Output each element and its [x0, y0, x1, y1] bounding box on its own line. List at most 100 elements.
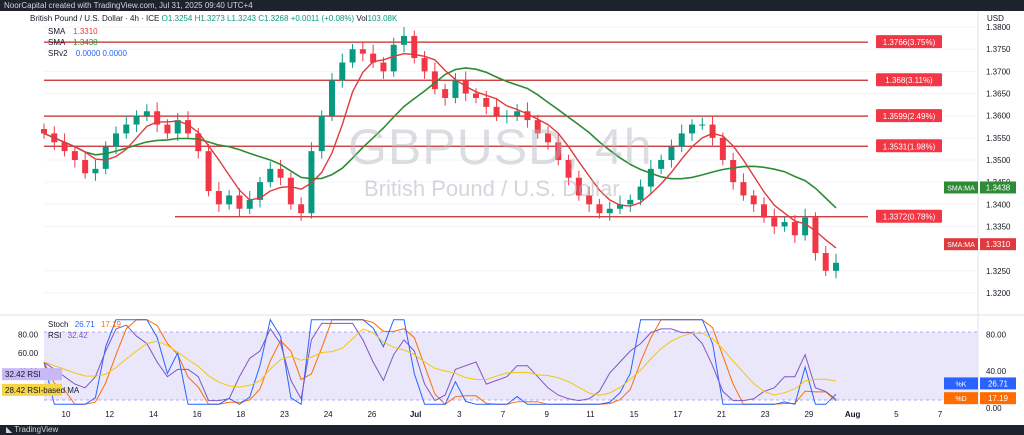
candle-body	[102, 146, 109, 169]
candle-body	[370, 53, 377, 63]
candle-body	[678, 133, 685, 147]
osc-legend-stoch[interactable]: Stoch 26.71 17.19	[48, 320, 121, 330]
candle-body	[113, 133, 119, 147]
level-tag-label: 1.3766(3.75%)	[883, 38, 936, 47]
sma-slow-line	[43, 67, 837, 209]
sma-fast-tag-label: SMA:MA	[947, 242, 975, 249]
watermark-description: British Pound / U.S. Dollar	[364, 176, 620, 201]
top-bar-text: NoorCapital created with TradingView.com…	[4, 1, 253, 10]
candle-body	[61, 142, 68, 152]
ohlc-close: C1.3268	[258, 14, 289, 23]
candle-body	[709, 124, 716, 138]
candle-body	[257, 182, 263, 200]
sma-slow-tag-value: 1.3438	[986, 183, 1011, 192]
candle-body	[92, 168, 99, 174]
ohlc-change: +0.0011 (+0.08%)	[290, 14, 355, 23]
candle-body	[226, 195, 233, 205]
candle-body	[658, 160, 665, 169]
candle-body	[822, 253, 829, 271]
candle-body	[411, 35, 418, 59]
candle-body	[545, 133, 551, 143]
sma-fast-tag-value: 1.3310	[986, 240, 1011, 249]
candle-body	[349, 49, 356, 63]
price-chart[interactable]: 1.3800 1.3750 1.3700 1.3650 1.3600 1.3550 1.35…	[0, 11, 1024, 425]
candle-body	[236, 195, 243, 209]
level-tag-label: 1.3599(2.49%)	[883, 112, 936, 121]
time-tick-label: 24	[324, 410, 333, 419]
osc-tick-label: 0.00	[986, 404, 1002, 413]
candle-body	[185, 120, 191, 134]
candle-body	[133, 115, 140, 125]
candle-body	[298, 204, 305, 214]
candle-body	[791, 222, 798, 236]
sma-slow-tag-value-box	[980, 181, 1016, 194]
candle-body	[318, 115, 325, 152]
indicator-value: 1.3438	[73, 38, 98, 47]
candle-body	[647, 168, 654, 187]
oscillator-pane	[43, 318, 978, 406]
time-tick-label: 3	[457, 410, 462, 419]
time-tick-label: 7	[501, 410, 506, 419]
price-tick-label: 1.3700	[986, 67, 1011, 76]
price-tick-label: 1.3500	[986, 156, 1011, 165]
candle-body	[246, 199, 253, 209]
indicator-sma-slow[interactable]: SMA 1.3438	[48, 38, 98, 48]
level-tag-label: 1.3531(1.98%)	[883, 142, 936, 151]
sma-lines	[43, 52, 837, 249]
price-tick-label: 1.3750	[986, 45, 1011, 54]
top-bar: NoorCapital created with TradingView.com…	[0, 0, 1024, 11]
time-tick-label: 15	[630, 410, 639, 419]
price-tick-label: 1.3800	[986, 23, 1011, 32]
time-tick-label: 21	[717, 410, 726, 419]
rsi-value: 32.42	[67, 331, 88, 340]
price-tick-label: 1.3650	[986, 90, 1011, 99]
tradingview-logo[interactable]: ◣ TradingView	[6, 425, 58, 435]
indicator-srv2[interactable]: SRv2 0.0000 0.0000	[48, 49, 127, 59]
osc-legend-rsi[interactable]: RSI 32.42	[48, 331, 88, 341]
stoch-k-tag-label: %K	[956, 381, 967, 388]
level-tags: 1.3766(3.75%) 1.368(3.11%) 1.3599(2.49%) 1.…	[876, 35, 942, 223]
time-tick-label: 10	[62, 410, 71, 419]
stoch-k-tag-value: 26.71	[988, 379, 1009, 388]
price-tick-label: 1.3550	[986, 134, 1011, 143]
indicator-name: SMA	[48, 38, 65, 47]
rsi-left-tag-text: 32.42 RSI	[5, 370, 41, 379]
osc-left-tick-label: 80.00	[18, 330, 39, 339]
time-tick-label: 9	[544, 410, 549, 419]
rsi-ma-line	[43, 328, 837, 396]
indicator-name: SMA	[48, 27, 65, 36]
ohlc-high: H1.3273	[194, 14, 225, 23]
indicator-sma-fast[interactable]: SMA 1.3310	[48, 27, 98, 37]
stoch-d-tag-label: %D	[955, 396, 966, 403]
osc-tick-label: 40.00	[986, 367, 1007, 376]
price-tick-label: 1.3400	[986, 200, 1011, 209]
time-tick-label: 11	[586, 410, 595, 419]
volume-label: Vol	[356, 14, 368, 23]
candle-body	[771, 217, 778, 227]
time-tick-label: Jul	[410, 410, 422, 419]
candle-body	[421, 58, 428, 72]
stoch-d-value: 17.19	[100, 320, 121, 329]
osc-left-tick-label: 60.00	[18, 349, 39, 358]
candle-body	[164, 124, 171, 134]
sma-slow-tag-label: SMA:MA	[947, 185, 975, 192]
candle-body	[606, 208, 613, 214]
stoch-k-tag-label-box	[944, 377, 978, 390]
tv-icon: ◣	[6, 425, 15, 434]
candle-body	[154, 111, 161, 125]
time-tick-label: 18	[236, 410, 245, 419]
candle-body	[575, 177, 582, 196]
level-tag-label: 1.3372(0.78%)	[883, 213, 936, 222]
candle-body	[195, 133, 202, 152]
candle-body	[781, 222, 788, 227]
time-tick-label: 14	[149, 410, 158, 419]
stoch-d-tag-label-box	[944, 392, 978, 405]
candle-body	[689, 124, 695, 134]
symbol-legend: British Pound / U.S. Dollar · 4h · ICE O…	[30, 14, 397, 24]
level-tag-label: 1.368(3.11%)	[885, 76, 933, 85]
osc-tick-label: 80.00	[986, 330, 1007, 339]
candle-body	[750, 195, 757, 205]
volume-value: 103.08K	[367, 14, 398, 23]
candle-body	[483, 97, 490, 107]
price-tick-label: 1.3350	[986, 222, 1011, 231]
